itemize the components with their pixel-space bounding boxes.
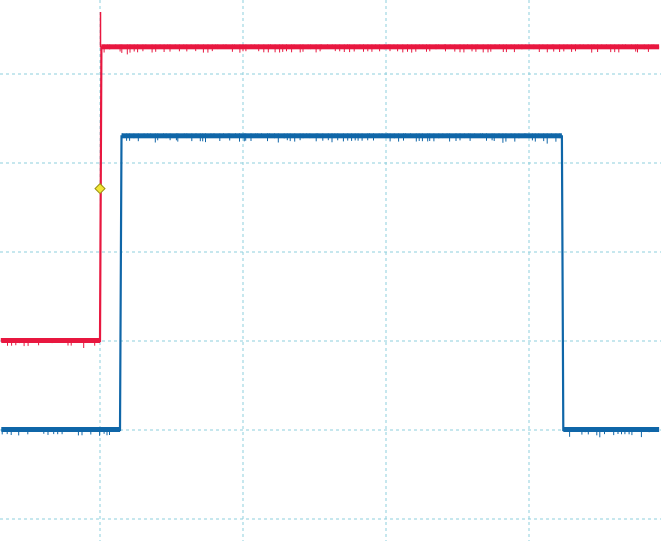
trigger-marker	[94, 182, 106, 195]
series-2-band	[563, 427, 660, 432]
series-2-band	[1, 427, 120, 432]
series-2	[1, 133, 660, 438]
plot-traces	[0, 12, 660, 438]
series-1-band	[1, 338, 100, 343]
series-1-band	[101, 44, 660, 50]
series-2-band	[121, 133, 562, 139]
series-1	[0, 12, 660, 348]
plot-markers	[94, 182, 106, 195]
